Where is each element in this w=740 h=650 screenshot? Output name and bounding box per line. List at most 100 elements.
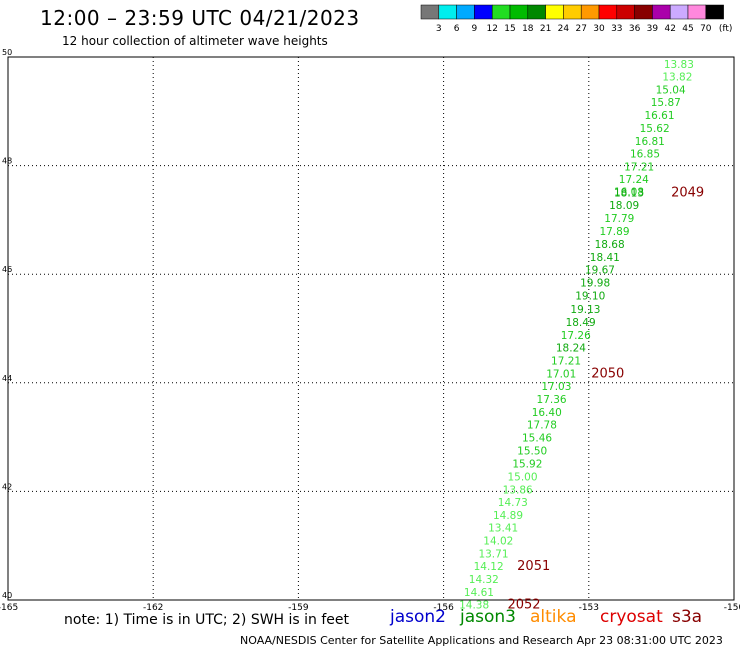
- swh-label: 14.12: [474, 561, 504, 573]
- legend-cryosat: cryosat: [600, 607, 663, 627]
- swh-label: 14.02: [483, 536, 513, 548]
- swh-label: 18.24: [556, 342, 586, 354]
- swh-label: 14.32: [469, 574, 499, 586]
- y-tick-label: 50: [2, 48, 12, 57]
- plot-frame: [7, 56, 735, 601]
- swh-label: 19.10: [575, 291, 605, 303]
- swh-label: 18.09: [609, 200, 639, 212]
- colorbar-label: 24: [558, 24, 570, 34]
- legend-altika: altika: [530, 607, 577, 627]
- swh-label: 17.01: [546, 368, 576, 380]
- colorbar-label: 15: [504, 24, 515, 34]
- swh-label: 13.86: [503, 485, 533, 497]
- swh-label: 16.85: [630, 148, 660, 160]
- swh-label: 15.92: [512, 459, 542, 471]
- y-tick-label: 40: [2, 591, 12, 600]
- swh-label: 14.73: [498, 497, 528, 509]
- legend-s3a: s3a: [672, 607, 703, 627]
- colorbar-label: 6: [454, 24, 460, 34]
- x-tick-label: -165: [0, 603, 18, 613]
- y-tick-label: 48: [2, 157, 12, 166]
- swh-label: 18.68: [595, 239, 625, 251]
- swh-label: 14.89: [493, 510, 523, 522]
- x-tick-label: -162: [143, 603, 163, 613]
- colorbar-swatch: [456, 4, 475, 20]
- swh-label: 19.13: [570, 304, 600, 316]
- legend-jason3: jason3: [460, 607, 516, 627]
- swh-label: 15.46: [522, 432, 552, 444]
- swh-label: 17.03: [541, 381, 571, 393]
- colorbar-swatch: [491, 4, 511, 20]
- swh-label: 18.49: [566, 317, 596, 329]
- x-tick-label: -156: [433, 603, 454, 613]
- x-tick-label: -150: [724, 603, 740, 613]
- colorbar-swatch: [438, 4, 457, 20]
- colorbar-label: 18: [522, 24, 534, 34]
- colorbar-swatch: [420, 4, 440, 20]
- swh-label: 17.24: [619, 174, 649, 186]
- swh-label: 17.89: [599, 226, 629, 238]
- colorbar-swatch: [634, 4, 653, 20]
- swh-label: 15.04: [656, 84, 686, 96]
- swh-label: 13.71: [478, 549, 508, 561]
- swh-label: 19.98: [580, 278, 610, 290]
- pass-number-label: 2052: [507, 598, 540, 613]
- colorbar-label: (ft): [719, 24, 733, 34]
- colorbar-label: 21: [540, 24, 551, 34]
- colorbar-swatch: [687, 4, 707, 20]
- colorbar-swatch: [616, 4, 635, 20]
- swh-label: 17.79: [604, 213, 634, 225]
- pass-number-label: 2051: [517, 559, 550, 574]
- colorbar-label: 33: [611, 24, 622, 34]
- swh-label: 16.81: [635, 136, 665, 148]
- colorbar-swatch: [580, 4, 600, 20]
- swh-label: 15.62: [640, 123, 670, 135]
- colorbar-swatch: [545, 4, 564, 20]
- page-subtitle: 12 hour collection of altimeter wave hei…: [62, 34, 328, 48]
- swh-label: 17.36: [537, 394, 567, 406]
- colorbar-swatch: [652, 4, 671, 20]
- colorbar-label: 30: [593, 24, 605, 34]
- colorbar-swatch: [474, 4, 493, 20]
- swh-label: 14.38: [459, 600, 489, 612]
- swh-label: 19.67: [585, 265, 615, 277]
- colorbar-label: 39: [647, 24, 659, 34]
- colorbar-swatch: [598, 4, 618, 20]
- x-tick-label: -153: [579, 603, 599, 613]
- colorbar-swatch: [527, 4, 546, 20]
- footnote: note: 1) Time is in UTC; 2) SWH is in fe…: [64, 612, 350, 628]
- swh-label: 13.82: [662, 71, 692, 83]
- x-tick-label: -159: [288, 603, 309, 613]
- swh-label: 14.61: [464, 587, 494, 599]
- swh-label: 16.40: [532, 407, 562, 419]
- colorbar-label: 12: [486, 24, 497, 34]
- swh-label: 16.08: [614, 186, 644, 198]
- swh-label: 17.21: [624, 161, 654, 173]
- colorbar-label: 3: [436, 24, 442, 34]
- colorbar-swatch: [705, 4, 724, 20]
- colorbar-label: 70: [700, 24, 712, 34]
- legend-jason2: jason2: [390, 607, 446, 627]
- page-title: 12:00 – 23:59 UTC 04/21/2023: [40, 6, 360, 30]
- y-tick-label: 42: [2, 482, 12, 491]
- colorbar-label: 45: [682, 24, 693, 34]
- pass-number-label: 2049: [671, 186, 704, 201]
- y-tick-label: 46: [2, 265, 12, 274]
- swh-label: 15.50: [517, 445, 547, 457]
- pass-number-label: 2050: [591, 366, 624, 381]
- swh-label: 17.21: [551, 355, 581, 367]
- swh-label: 17.78: [527, 419, 557, 431]
- colorbar-swatch: [563, 4, 582, 20]
- swh-label: 17.26: [561, 330, 591, 342]
- colorbar-label: 9: [472, 24, 478, 34]
- colorbar-label: 42: [664, 24, 675, 34]
- swh-label: 18.41: [590, 252, 620, 264]
- y-tick-label: 44: [2, 374, 12, 383]
- swh-label: 18.13: [614, 188, 644, 200]
- colorbar-label: 27: [575, 24, 586, 34]
- colorbar-swatch: [669, 4, 689, 20]
- swh-label: 15.00: [507, 472, 537, 484]
- swh-label: 13.83: [664, 59, 694, 71]
- swh-label: 13.41: [488, 523, 518, 535]
